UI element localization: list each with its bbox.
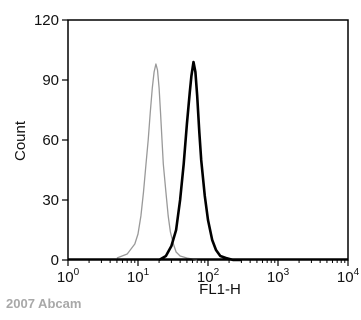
x-tick-label: 100 xyxy=(57,267,80,286)
y-tick-label: 90 xyxy=(42,72,59,89)
y-tick-label: 30 xyxy=(42,192,59,209)
y-axis-title: Count xyxy=(12,120,29,161)
x-tick-label: 102 xyxy=(197,267,220,286)
x-tick-label: 103 xyxy=(267,267,290,286)
plot-marks: 0 30 60 90 120 100 101 102 103 104 xyxy=(34,12,360,286)
x-tick-label: 104 xyxy=(337,267,360,286)
x-axis-title: FL1-H xyxy=(199,281,241,298)
series-line-2 xyxy=(158,60,242,262)
y-tick-label: 0 xyxy=(51,252,59,269)
x-tick-label: 101 xyxy=(127,267,150,286)
y-tick-label: 60 xyxy=(42,132,59,149)
series-line-1 xyxy=(116,63,198,261)
y-tick-label: 120 xyxy=(34,12,59,29)
watermark: 2007 Abcam xyxy=(6,296,82,311)
